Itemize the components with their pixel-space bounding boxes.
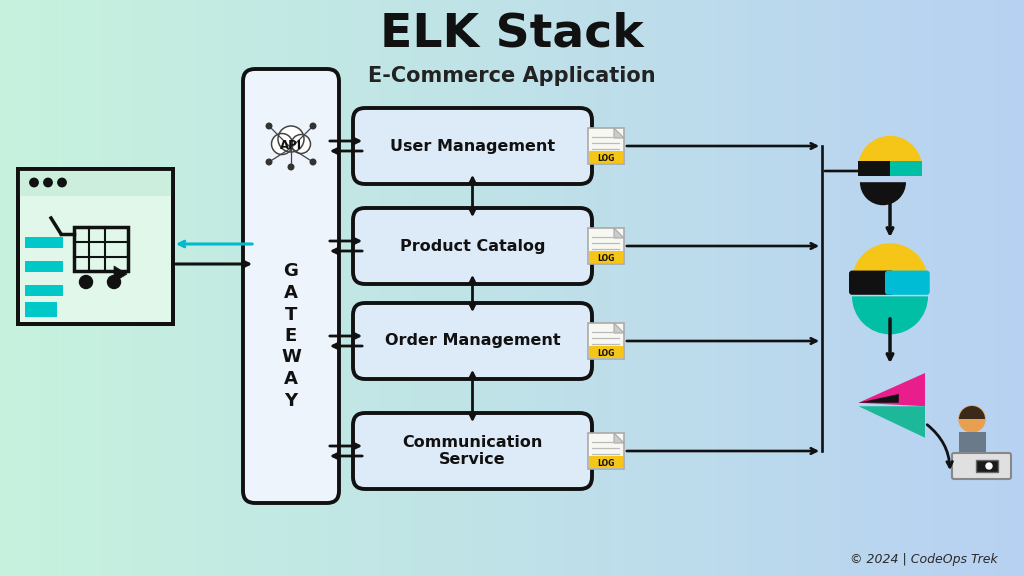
Text: User Management: User Management — [390, 138, 555, 153]
Text: LOG: LOG — [597, 154, 614, 164]
Circle shape — [986, 463, 992, 469]
Circle shape — [271, 134, 293, 154]
FancyBboxPatch shape — [849, 271, 894, 295]
Text: G
A
T
E
W
A
Y: G A T E W A Y — [281, 263, 301, 410]
FancyBboxPatch shape — [353, 413, 592, 489]
Polygon shape — [858, 373, 925, 406]
Circle shape — [288, 164, 294, 170]
FancyBboxPatch shape — [271, 142, 311, 152]
FancyBboxPatch shape — [858, 161, 890, 176]
Text: ELK Stack: ELK Stack — [380, 12, 644, 56]
Circle shape — [292, 135, 310, 153]
FancyBboxPatch shape — [588, 228, 624, 264]
Circle shape — [266, 159, 271, 165]
Polygon shape — [858, 394, 899, 403]
FancyBboxPatch shape — [589, 251, 623, 263]
Text: LOG: LOG — [597, 255, 614, 263]
Circle shape — [30, 179, 38, 187]
FancyBboxPatch shape — [25, 261, 63, 272]
Polygon shape — [614, 228, 624, 238]
Text: © 2024 | CodeOps Trek: © 2024 | CodeOps Trek — [850, 554, 998, 567]
FancyBboxPatch shape — [25, 285, 63, 296]
Circle shape — [310, 123, 315, 129]
Circle shape — [959, 406, 985, 432]
FancyBboxPatch shape — [588, 128, 624, 164]
FancyBboxPatch shape — [588, 433, 624, 469]
FancyBboxPatch shape — [976, 460, 998, 472]
FancyBboxPatch shape — [18, 169, 173, 196]
FancyBboxPatch shape — [353, 108, 592, 184]
Polygon shape — [614, 433, 624, 443]
Circle shape — [278, 126, 304, 152]
FancyBboxPatch shape — [589, 346, 623, 358]
Text: E-Commerce Application: E-Commerce Application — [369, 66, 655, 86]
Circle shape — [57, 179, 67, 187]
Text: API: API — [280, 138, 302, 151]
Circle shape — [266, 123, 271, 129]
Polygon shape — [959, 432, 986, 453]
Text: Order Management: Order Management — [385, 334, 560, 348]
FancyBboxPatch shape — [885, 271, 930, 295]
Wedge shape — [959, 406, 985, 419]
FancyBboxPatch shape — [25, 302, 57, 317]
FancyBboxPatch shape — [25, 237, 63, 248]
Text: Communication
Service: Communication Service — [402, 435, 543, 467]
FancyBboxPatch shape — [243, 69, 339, 503]
Polygon shape — [614, 323, 624, 333]
FancyBboxPatch shape — [353, 208, 592, 284]
Circle shape — [108, 275, 121, 289]
FancyBboxPatch shape — [589, 456, 623, 468]
Polygon shape — [858, 406, 925, 438]
Wedge shape — [858, 136, 922, 168]
Circle shape — [310, 159, 315, 165]
Wedge shape — [852, 297, 928, 334]
FancyBboxPatch shape — [353, 303, 592, 379]
Text: Product Catalog: Product Catalog — [399, 238, 545, 253]
Wedge shape — [852, 243, 928, 281]
Polygon shape — [114, 266, 127, 282]
FancyBboxPatch shape — [589, 151, 623, 163]
FancyBboxPatch shape — [588, 323, 624, 359]
Polygon shape — [614, 128, 624, 138]
Wedge shape — [860, 182, 906, 205]
Text: LOG: LOG — [597, 460, 614, 468]
Text: LOG: LOG — [597, 350, 614, 358]
Circle shape — [80, 275, 92, 289]
Circle shape — [44, 179, 52, 187]
FancyBboxPatch shape — [952, 453, 1011, 479]
FancyBboxPatch shape — [18, 169, 173, 324]
FancyBboxPatch shape — [890, 161, 922, 176]
